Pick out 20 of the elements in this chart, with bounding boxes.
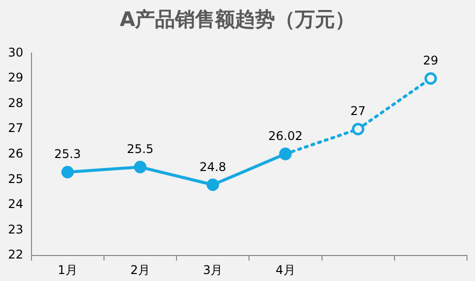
y-tick-label: 23 xyxy=(8,222,24,236)
x-tick-label: 1月 xyxy=(58,262,78,277)
x-tick-label: 4月 xyxy=(276,262,296,277)
y-tick-label: 26 xyxy=(8,146,24,161)
chart-title: A产品销售额趋势（万元） xyxy=(118,6,356,33)
data-label: 25.5 xyxy=(126,142,154,156)
data-label: 24.8 xyxy=(199,160,226,174)
y-tick-label: 28 xyxy=(8,96,24,110)
y-tick-label: 25 xyxy=(8,172,24,186)
y-tick-label: 29 xyxy=(8,70,24,85)
x-tick-label: 2月 xyxy=(130,262,150,277)
y-tick-label: 22 xyxy=(8,248,24,262)
data-label: 27 xyxy=(350,104,366,118)
data-label: 25.3 xyxy=(54,147,81,162)
data-label: 26.02 xyxy=(268,128,303,143)
y-tick-label: 27 xyxy=(8,121,24,136)
x-tick-label: 3月 xyxy=(203,262,223,277)
y-tick-label: 24 xyxy=(8,197,24,212)
data-label: 29 xyxy=(423,54,438,68)
y-tick-label: 30 xyxy=(8,45,24,60)
